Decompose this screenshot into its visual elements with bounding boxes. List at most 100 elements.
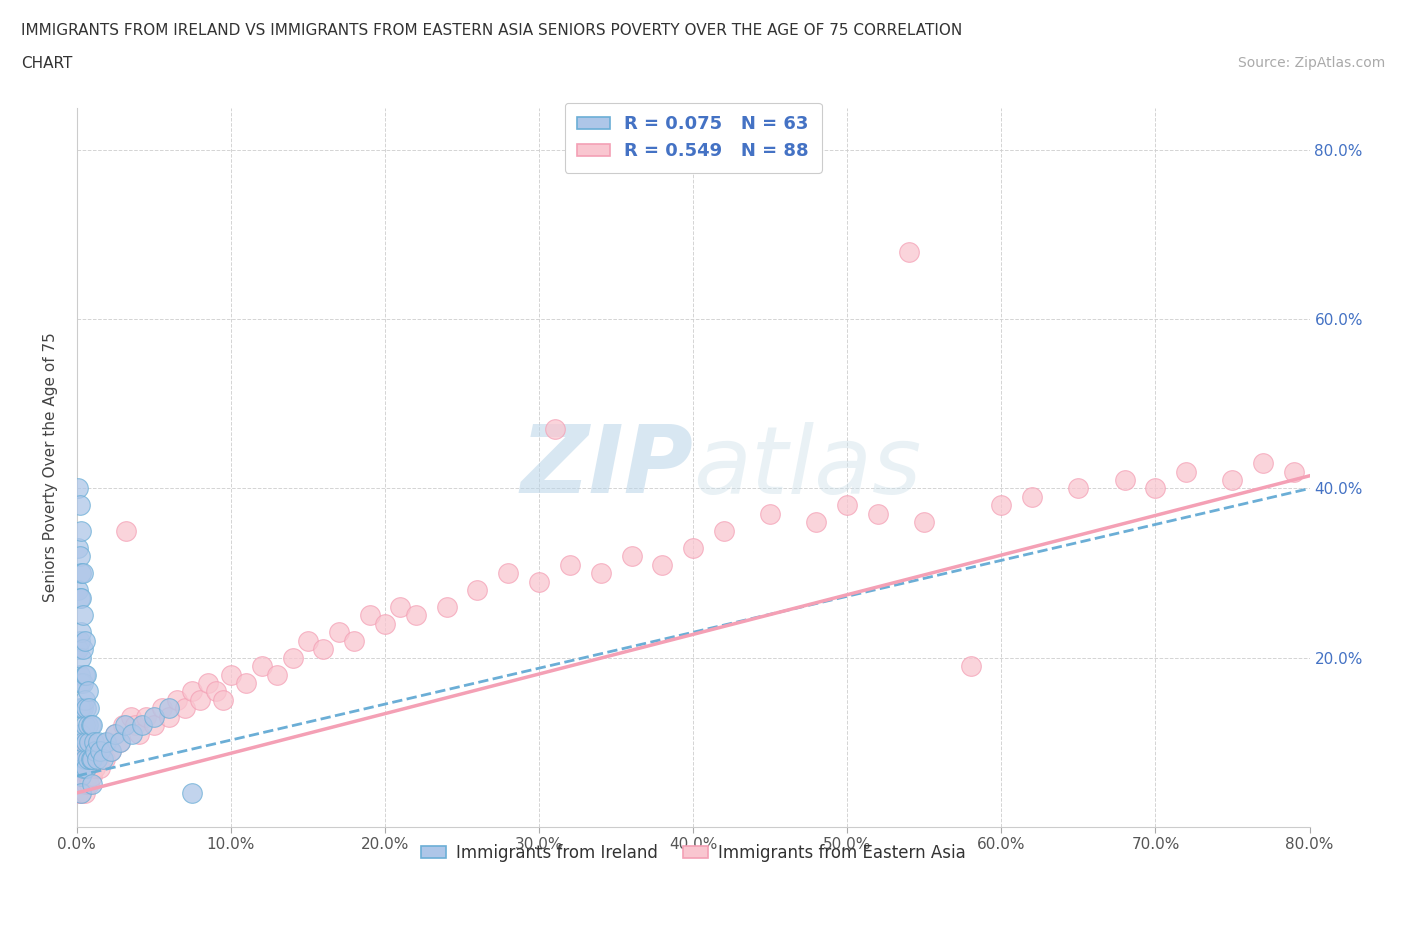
Point [76, 751, 98, 766]
Point [82, 768, 104, 783]
Point [281, 650, 304, 665]
Point [72, 675, 94, 690]
Point [759, 507, 782, 522]
Point [343, 633, 366, 648]
Point [1114, 472, 1136, 487]
Point [77, 701, 100, 716]
Point [1067, 481, 1090, 496]
Point [142, 718, 165, 733]
Point [188, 693, 211, 708]
Point [73, 735, 96, 750]
Point [73, 693, 96, 708]
Point [124, 718, 146, 733]
Point [166, 693, 188, 708]
Point [83, 735, 105, 750]
Point [69, 498, 91, 512]
Point [121, 726, 143, 741]
Point [70, 565, 93, 580]
Point [250, 658, 273, 673]
Point [75, 777, 97, 791]
Point [67, 540, 90, 555]
Point [72, 735, 94, 750]
Point [76, 718, 98, 733]
Point [89, 743, 111, 758]
Point [69, 701, 91, 716]
Point [72, 642, 94, 657]
Point [70, 625, 93, 640]
Point [76, 684, 98, 698]
Point [69, 667, 91, 682]
Point [70, 786, 93, 801]
Point [108, 735, 131, 750]
Point [82, 751, 104, 766]
Point [80, 760, 103, 775]
Point [527, 574, 550, 589]
Point [86, 751, 108, 766]
Point [150, 701, 173, 716]
Point [266, 667, 288, 682]
Point [70, 751, 93, 766]
Point [70, 701, 93, 716]
Point [135, 710, 157, 724]
Point [157, 710, 180, 724]
Point [77, 735, 100, 750]
Text: Source: ZipAtlas.com: Source: ZipAtlas.com [1237, 56, 1385, 70]
Point [67, 786, 90, 801]
Point [97, 735, 120, 750]
Point [70, 726, 93, 741]
Point [75, 751, 97, 766]
Point [328, 625, 350, 640]
Point [69, 633, 91, 648]
Point [297, 633, 319, 648]
Point [70, 591, 93, 605]
Point [67, 582, 90, 597]
Point [374, 617, 396, 631]
Point [80, 718, 103, 733]
Point [104, 726, 127, 741]
Point [589, 565, 612, 580]
Point [359, 608, 381, 623]
Point [91, 751, 114, 766]
Point [212, 693, 235, 708]
Point [713, 524, 735, 538]
Text: CHART: CHART [21, 56, 73, 71]
Point [73, 786, 96, 801]
Point [467, 582, 489, 597]
Point [543, 422, 565, 437]
Point [868, 507, 890, 522]
Point [100, 743, 122, 758]
Point [558, 557, 581, 572]
Point [1222, 472, 1244, 487]
Point [197, 675, 219, 690]
Point [1021, 489, 1043, 504]
Point [157, 701, 180, 716]
Point [219, 667, 242, 682]
Point [76, 743, 98, 758]
Text: ZIP: ZIP [520, 421, 693, 513]
Point [73, 667, 96, 682]
Point [93, 751, 115, 766]
Point [70, 675, 93, 690]
Point [142, 710, 165, 724]
Text: atlas: atlas [693, 422, 921, 512]
Point [131, 718, 153, 733]
Point [76, 768, 98, 783]
Point [897, 245, 920, 259]
Point [82, 718, 104, 733]
Point [72, 701, 94, 716]
Point [69, 760, 91, 775]
Point [1144, 481, 1167, 496]
Point [70, 751, 93, 766]
Point [312, 642, 335, 657]
Point [72, 608, 94, 623]
Y-axis label: Seniors Poverty Over the Age of 75: Seniors Poverty Over the Age of 75 [44, 333, 58, 603]
Point [959, 658, 981, 673]
Text: IMMIGRANTS FROM IRELAND VS IMMIGRANTS FROM EASTERN ASIA SENIORS POVERTY OVER THE: IMMIGRANTS FROM IRELAND VS IMMIGRANTS FR… [21, 23, 962, 38]
Point [89, 760, 111, 775]
Point [108, 735, 131, 750]
Point [80, 751, 103, 766]
Point [1253, 456, 1275, 471]
Point [69, 549, 91, 564]
Point [72, 743, 94, 758]
Point [181, 684, 204, 698]
